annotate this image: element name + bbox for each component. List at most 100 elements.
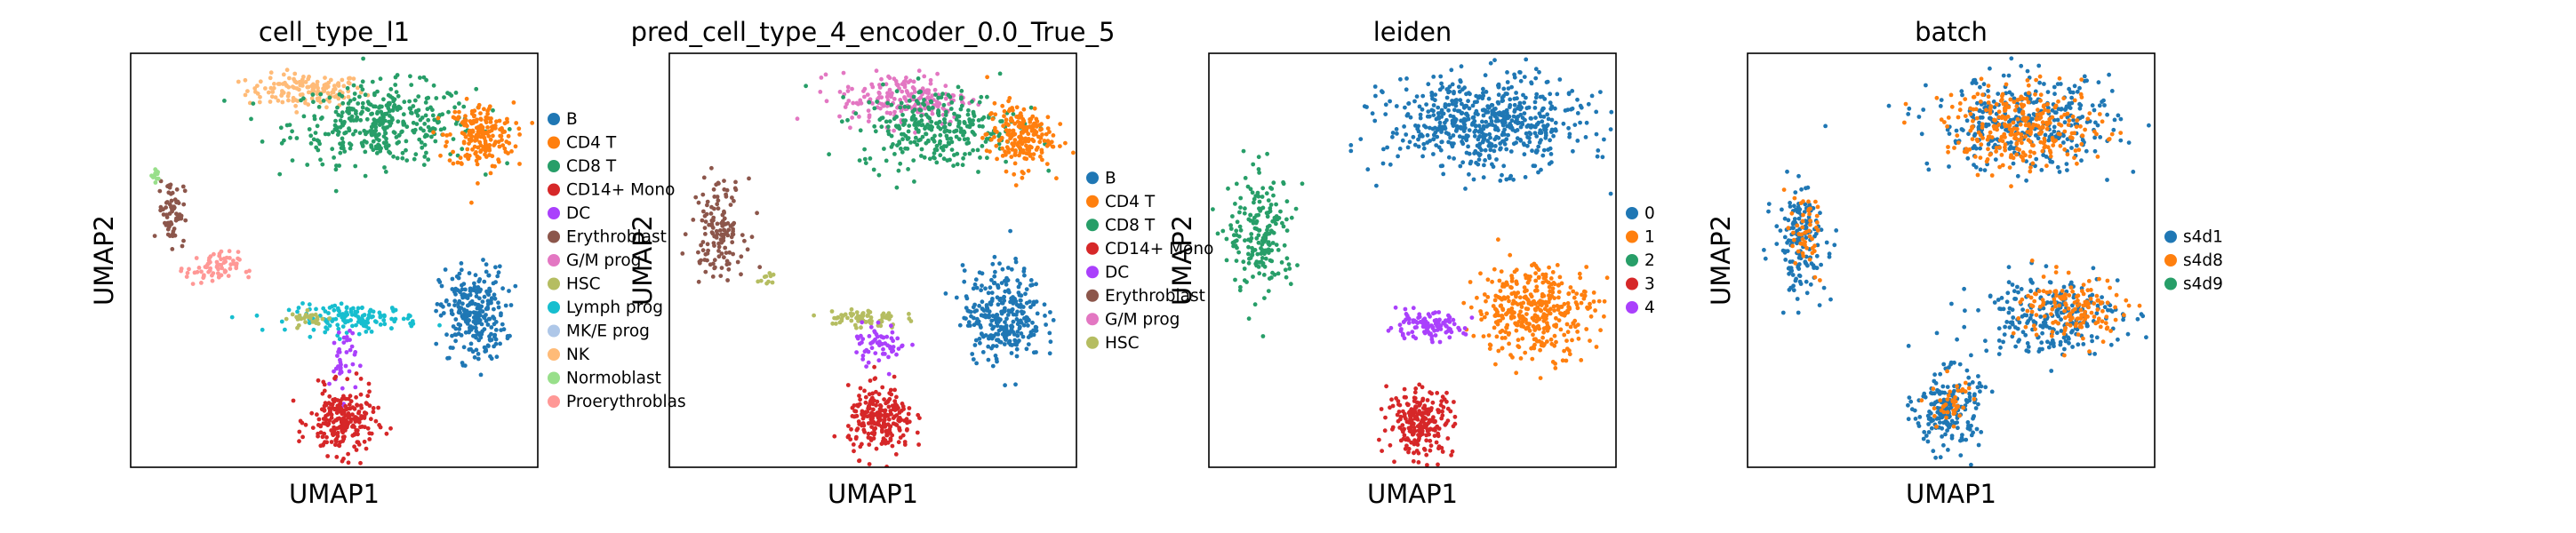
scatter-point xyxy=(1398,76,1403,82)
scatter-point xyxy=(1436,111,1441,115)
scatter-point xyxy=(1463,332,1468,337)
scatter-point xyxy=(1534,284,1540,290)
scatter-point xyxy=(709,165,714,171)
scatter-point xyxy=(876,417,882,421)
scatter-point xyxy=(305,84,310,90)
scatter-point xyxy=(868,399,873,403)
scatter-point xyxy=(1015,119,1020,124)
scatter-point xyxy=(1600,155,1605,160)
scatter-point xyxy=(1536,144,1541,149)
scatter-point xyxy=(882,314,887,320)
scatter-point xyxy=(915,142,920,147)
scatter-point xyxy=(1543,135,1548,140)
scatter-point xyxy=(1410,330,1415,335)
scatter-point xyxy=(1522,285,1527,290)
scatter-point xyxy=(1445,436,1451,441)
scatter-point xyxy=(913,120,917,125)
scatter-point xyxy=(1535,122,1540,127)
scatter-point xyxy=(345,338,349,343)
scatter-point xyxy=(307,302,312,307)
scatter-point xyxy=(995,295,1000,300)
scatter-point xyxy=(867,442,872,447)
scatter-point xyxy=(333,366,339,371)
scatter-point xyxy=(1464,103,1469,108)
scatter-point xyxy=(478,134,484,139)
scatter-point xyxy=(1564,338,1569,343)
scatter-point xyxy=(2118,116,2124,122)
scatter-point xyxy=(2042,82,2046,86)
scatter-point xyxy=(877,83,882,87)
scatter-point xyxy=(486,133,492,139)
scatter-point xyxy=(372,92,377,98)
scatter-point xyxy=(199,269,204,274)
scatter-point xyxy=(2092,107,2097,113)
scatter-point xyxy=(812,313,816,318)
scatter-point xyxy=(846,99,852,103)
scatter-point xyxy=(1982,168,1988,173)
scatter-point xyxy=(1469,315,1475,320)
scatter-point xyxy=(154,176,159,181)
scatter-point xyxy=(484,120,489,125)
scatter-point xyxy=(1228,223,1233,227)
scatter-point xyxy=(1531,332,1535,338)
scatter-point xyxy=(1501,284,1507,289)
scatter-point xyxy=(352,97,356,102)
scatter-point xyxy=(1479,312,1484,317)
scatter-point xyxy=(229,314,235,320)
scatter-point xyxy=(1281,181,1286,187)
scatter-point xyxy=(474,158,479,163)
scatter-point xyxy=(332,155,336,160)
scatter-point xyxy=(908,319,914,323)
scatter-point xyxy=(912,90,917,94)
scatter-point xyxy=(2077,85,2082,91)
scatter-point xyxy=(1608,191,1613,196)
scatter-point xyxy=(455,116,460,122)
scatter-point xyxy=(1425,114,1430,119)
legend-label: 3 xyxy=(1644,275,1655,294)
scatter-point xyxy=(1560,358,1565,363)
scatter-point xyxy=(2037,80,2043,85)
scatter-point xyxy=(477,313,483,318)
scatter-point xyxy=(1446,107,1451,113)
scatter-point xyxy=(1393,305,1398,310)
scatter-point xyxy=(452,109,458,115)
scatter-point xyxy=(396,119,401,124)
scatter-point xyxy=(1439,416,1444,421)
scatter-point xyxy=(170,247,175,251)
scatter-point xyxy=(418,76,422,80)
scatter-point xyxy=(316,434,320,439)
scatter-point xyxy=(977,99,982,105)
scatter-point xyxy=(498,341,502,346)
scatter-point xyxy=(1555,263,1560,267)
scatter-point xyxy=(420,145,425,150)
scatter-point xyxy=(996,302,1001,307)
scatter-point xyxy=(381,318,387,322)
panel-1-cluster-hsc xyxy=(284,307,332,330)
scatter-point xyxy=(1532,131,1538,136)
scatter-point xyxy=(326,401,332,406)
scatter-point xyxy=(2009,140,2013,145)
scatter-point xyxy=(1255,190,1260,195)
scatter-point xyxy=(837,90,843,94)
scatter-point xyxy=(717,228,723,233)
scatter-point xyxy=(1268,186,1273,190)
scatter-point xyxy=(392,131,397,136)
scatter-point xyxy=(1370,111,1375,116)
scatter-point xyxy=(1410,422,1414,426)
scatter-point xyxy=(338,371,342,376)
scatter-point xyxy=(1595,154,1600,159)
scatter-point xyxy=(1508,149,1514,154)
scatter-point xyxy=(1472,151,1476,156)
scatter-point xyxy=(1538,347,1542,353)
scatter-point xyxy=(1507,341,1511,346)
scatter-point xyxy=(471,114,476,119)
scatter-point xyxy=(980,299,985,305)
scatter-point xyxy=(424,77,428,83)
scatter-point xyxy=(892,109,897,115)
scatter-point xyxy=(1404,402,1410,407)
scatter-point xyxy=(1532,288,1538,293)
scatter-point xyxy=(1400,331,1405,337)
scatter-point xyxy=(500,138,504,142)
scatter-point xyxy=(496,300,500,306)
scatter-point xyxy=(336,313,341,318)
